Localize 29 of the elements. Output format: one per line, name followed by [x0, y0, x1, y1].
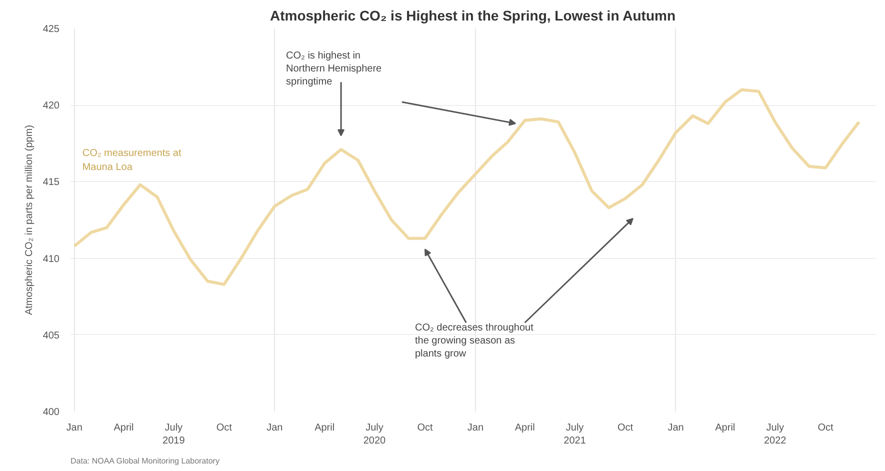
y-tick-label: 410	[42, 254, 60, 265]
x-tick-label: Oct	[818, 422, 834, 434]
x-tick-label: April	[314, 422, 335, 434]
x-tick-label: July 2019	[162, 422, 186, 447]
chart-title: Atmospheric CO₂ is Highest in the Spring, Lowest in Autumn	[270, 8, 676, 24]
y-axis-title: Atmospheric CO₂ in parts per million (ppm)	[24, 124, 35, 316]
y-tick-label: 415	[42, 177, 60, 188]
x-tick-label: April	[715, 422, 736, 434]
x-tick-label: April	[514, 422, 535, 434]
y-tick-label: 405	[42, 330, 60, 342]
y-tick-label: 425	[42, 24, 60, 35]
y-tick-label: 400	[42, 407, 60, 418]
annotation: CO₂ measurements at Mauna Loa	[82, 148, 182, 173]
x-tick-label: July 2022	[764, 422, 787, 447]
x-tick-label: April	[114, 422, 134, 434]
y-tick-label: 420	[42, 100, 60, 112]
x-tick-label: July 2020	[363, 422, 386, 447]
x-tick-label: Oct	[216, 422, 232, 434]
x-tick-label: Jan	[467, 422, 484, 434]
annotation: CO₂ is highest in Northern Hemisphere springtime	[286, 50, 382, 88]
x-tick-label: Jan	[66, 422, 82, 434]
annotation: CO₂ decreases throughout the growing season as plants grow	[414, 322, 534, 360]
x-tick-label: July 2021	[564, 422, 586, 447]
text: Data: NOAA Global Monitoring Laboratory	[70, 456, 220, 466]
x-tick-label: Jan	[668, 422, 684, 434]
x-tick-label: Jan	[266, 422, 283, 434]
x-tick-label: Oct	[617, 422, 634, 434]
line-series	[72, 88, 861, 286]
x-tick-label: Oct	[417, 422, 433, 434]
